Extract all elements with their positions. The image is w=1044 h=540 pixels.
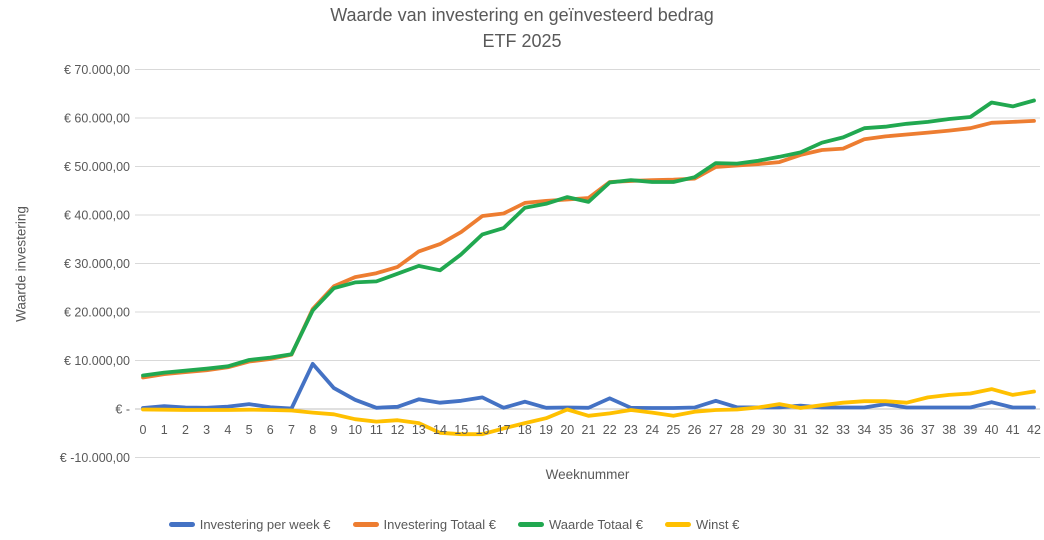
legend-label: Investering per week €	[199, 516, 331, 532]
legend-item-investering-per-week[interactable]: Investering per week €	[168, 516, 331, 532]
legend-swatch	[664, 521, 691, 527]
x-tick-label: 12	[391, 423, 405, 437]
x-tick-label: 15	[454, 423, 468, 437]
x-tick-label: 35	[879, 423, 893, 437]
x-tick-label: 20	[560, 423, 574, 437]
x-tick-label: 18	[518, 423, 532, 437]
legend-swatch	[518, 521, 544, 527]
legend-swatch	[168, 521, 195, 527]
x-tick-label: 30	[772, 423, 786, 437]
x-tick-label: 36	[900, 423, 914, 437]
x-tick-label: 27	[709, 423, 723, 437]
legend-label: Waarde Totaal €	[549, 516, 643, 532]
x-tick-label: 14	[433, 423, 447, 437]
legend-label: Winst €	[695, 516, 740, 532]
x-tick-label: 2	[182, 423, 189, 437]
y-tick-label: € 40.000,00	[64, 209, 130, 223]
x-tick-label: 10	[348, 423, 362, 437]
x-tick-label: 11	[370, 423, 383, 437]
legend-swatch	[352, 521, 379, 527]
x-tick-label: 5	[246, 423, 253, 437]
x-tick-label: 41	[1006, 423, 1020, 437]
x-tick-label: 17	[497, 423, 511, 437]
x-tick-label: 37	[921, 423, 935, 437]
x-tick-label: 13	[412, 423, 426, 437]
y-tick-label: € 10.000,00	[64, 354, 130, 368]
x-tick-label: 25	[666, 423, 680, 437]
y-tick-label: € -	[115, 403, 130, 417]
legend-item-winst[interactable]: Winst €	[664, 516, 740, 532]
x-tick-label: 9	[330, 423, 337, 437]
x-tick-label: 16	[475, 423, 489, 437]
x-tick-label: 28	[730, 423, 744, 437]
x-tick-label: 4	[224, 423, 231, 437]
x-tick-label: 31	[794, 423, 808, 437]
series-line-investering-per-week[interactable]	[141, 361, 1036, 411]
legend-label: Investering Totaal €	[383, 516, 497, 532]
y-tick-label: € 70.000,00	[64, 63, 130, 77]
x-tick-label: 34	[857, 423, 871, 437]
x-tick-label: 23	[624, 423, 638, 437]
x-tick-label: 21	[582, 423, 596, 437]
x-tick-label: 1	[161, 423, 168, 437]
legend: Investering per week € Investering Totaal…	[0, 512, 908, 536]
x-tick-label: 32	[815, 423, 829, 437]
legend-item-investering-totaal[interactable]: Investering Totaal €	[352, 516, 497, 532]
x-tick-label: 8	[309, 423, 316, 437]
y-tick-label: € 30.000,00	[64, 257, 130, 271]
legend-item-waarde-totaal[interactable]: Waarde Totaal €	[518, 517, 643, 532]
y-tick-label: € -10.000,00	[60, 451, 130, 465]
x-tick-label: 33	[836, 423, 850, 437]
x-tick-label: 26	[688, 423, 702, 437]
x-tick-label: 39	[963, 423, 977, 437]
x-axis-title: Weeknummer	[545, 467, 630, 482]
x-tick-label: 0	[140, 423, 147, 437]
chart-subtitle: ETF 2025	[482, 31, 562, 51]
x-tick-label: 3	[203, 423, 210, 437]
x-tick-label: 29	[751, 423, 765, 437]
chart-title: Waarde van investering en geïnvesteerd b…	[330, 5, 714, 25]
x-tick-label: 38	[942, 423, 956, 437]
y-tick-label: € 20.000,00	[64, 306, 130, 320]
x-tick-label: 40	[985, 423, 999, 437]
x-tick-label: 7	[288, 423, 295, 437]
series-line-investering-totaal[interactable]	[141, 119, 1036, 380]
x-tick-label: 22	[603, 423, 617, 437]
x-tick-label: 42	[1027, 423, 1041, 437]
series-line-waarde-totaal[interactable]	[141, 98, 1036, 378]
x-tick-label: 24	[645, 423, 659, 437]
x-tick-label: 6	[267, 423, 274, 437]
y-tick-label: € 50.000,00	[64, 160, 130, 174]
x-tick-label: 19	[539, 423, 553, 437]
series-line-winst[interactable]	[141, 387, 1036, 437]
y-tick-label: € 60.000,00	[64, 112, 130, 126]
